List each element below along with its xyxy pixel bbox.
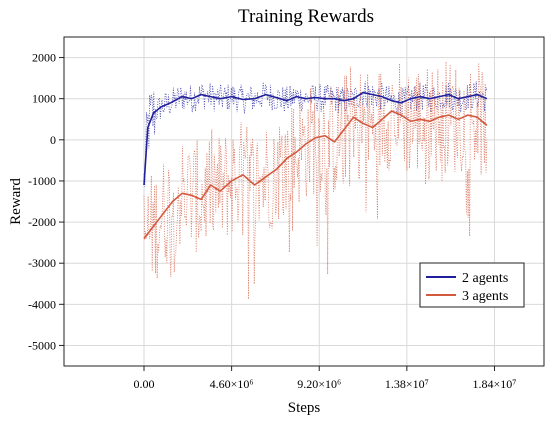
series-lines	[143, 91, 488, 239]
x-tick-label: 1.84×10⁷	[472, 377, 516, 391]
y-tick-label: -5000	[28, 338, 56, 352]
y-tick-label: 1000	[32, 92, 56, 106]
y-tick-label: -4000	[28, 297, 56, 311]
axis-ticks: 0.00 4.60×10⁶ 9.20×10⁶ 1.38×10⁷ 1.84×10⁷ -500…	[28, 51, 516, 391]
grid	[64, 37, 544, 366]
x-tick-label: 9.20×10⁶	[297, 377, 341, 391]
x-tick-label: 0.00	[134, 377, 155, 391]
x-tick-label: 4.60×10⁶	[210, 377, 254, 391]
legend-label: 3 agents	[462, 289, 508, 304]
plot-frame	[63, 36, 545, 367]
y-tick-label: -2000	[28, 215, 56, 229]
y-axis-label: Reward	[8, 178, 24, 225]
y-tick-label: -3000	[28, 256, 56, 270]
x-tick-label: 1.38×10⁷	[385, 377, 429, 391]
x-axis-label: Steps	[288, 400, 321, 416]
legend-box	[419, 262, 525, 308]
series-line-1	[143, 110, 488, 239]
y-tick-label: 2000	[32, 51, 56, 65]
y-tick-label: 0	[50, 133, 56, 147]
chart-title: Training Rewards	[238, 6, 374, 27]
legend: 2 agents 3 agents	[419, 262, 525, 308]
series-line-0	[143, 91, 488, 186]
y-tick-label: -1000	[28, 174, 56, 188]
legend-label: 2 agents	[462, 271, 508, 286]
